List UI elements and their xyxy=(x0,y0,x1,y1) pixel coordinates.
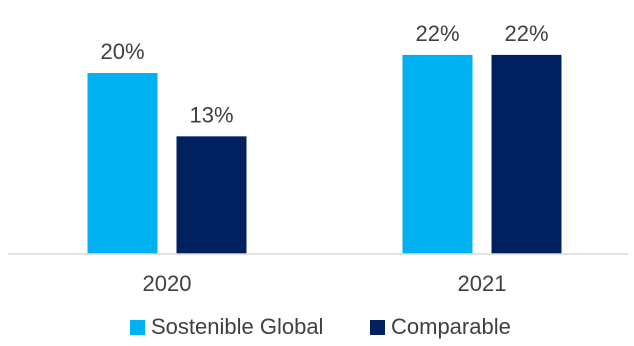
bars-group xyxy=(87,54,562,255)
bar-comparable-2020 xyxy=(176,136,247,254)
x-tick-label-2020: 2020 xyxy=(143,271,192,296)
bar-comparable-2021 xyxy=(491,54,562,255)
legend-swatch-comparable xyxy=(370,320,385,335)
category-labels-group: 2020 2021 xyxy=(143,271,507,296)
x-tick-label-2021: 2021 xyxy=(458,271,507,296)
legend-swatch-sostenible-global xyxy=(130,320,145,335)
data-label-comparable-2021: 22% xyxy=(504,21,548,46)
data-label-sostenible-global-2021: 22% xyxy=(415,21,459,46)
value-labels-group: 20% 13% 22% 22% xyxy=(100,21,548,127)
legend-label-sostenible-global: Sostenible Global xyxy=(151,314,323,339)
bar-sostenible-global-2020 xyxy=(87,73,158,254)
legend-label-comparable: Comparable xyxy=(391,314,511,339)
data-label-sostenible-global-2020: 20% xyxy=(100,39,144,64)
data-label-comparable-2020: 13% xyxy=(189,102,233,127)
bar-sostenible-global-2021 xyxy=(402,54,473,255)
legend: Sostenible Global Comparable xyxy=(130,314,511,339)
